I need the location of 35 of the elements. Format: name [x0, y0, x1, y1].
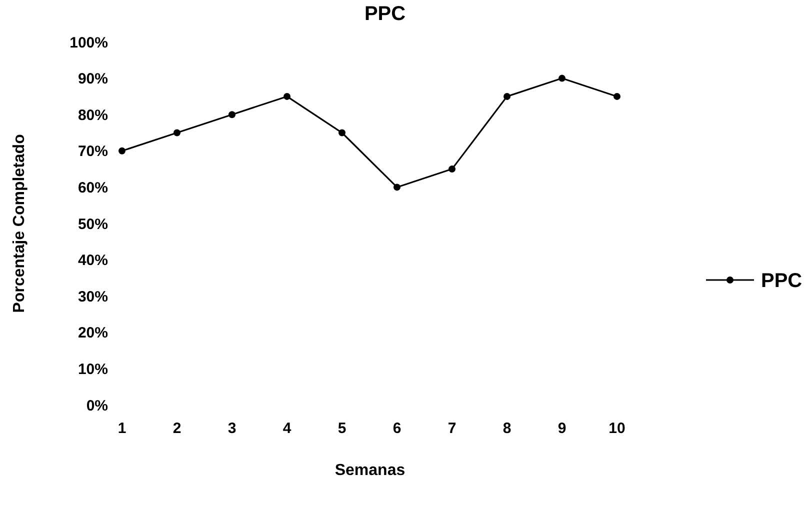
y-tick-label: 10% — [78, 360, 108, 378]
x-axis-title: Semanas — [334, 462, 406, 479]
x-tick-label: 6 — [392, 420, 402, 437]
x-tick-label: 2 — [172, 420, 182, 437]
point — [284, 92, 290, 100]
y-tick-label: 70% — [78, 143, 108, 160]
y-tick-label: 20% — [78, 324, 108, 342]
y-tick-label: 60% — [78, 179, 108, 196]
x-tick-label: 1 — [118, 420, 126, 437]
point — [614, 92, 620, 100]
point — [394, 184, 400, 191]
x-tick-label: 10 — [608, 420, 626, 437]
y-tick-label: 50% — [78, 216, 108, 233]
y-tick-label: 90% — [78, 70, 108, 88]
x-tick-label: 7 — [448, 420, 456, 437]
y-tick-label: 80% — [78, 106, 108, 124]
chart-title: PPC — [364, 3, 406, 25]
y-tick-label: 30% — [78, 288, 108, 306]
y-axis-title: Porcentaje Completado — [11, 134, 28, 313]
point — [504, 92, 510, 100]
x-tick-label: 3 — [228, 420, 236, 437]
x-tick-label: 5 — [338, 420, 346, 437]
y-tick-label: 40% — [78, 252, 108, 270]
point — [174, 129, 180, 136]
x-tick-label: 9 — [558, 420, 566, 437]
point — [448, 166, 456, 173]
x-tick-label: 4 — [282, 420, 292, 437]
x-tick-label: 8 — [502, 420, 512, 437]
y-tick-label: 0% — [86, 397, 108, 414]
point — [118, 147, 126, 154]
legend-label: PPC — [761, 270, 802, 292]
point — [558, 74, 566, 82]
point — [338, 129, 346, 136]
y-tick-label: 100% — [70, 34, 108, 52]
point — [228, 111, 236, 118]
